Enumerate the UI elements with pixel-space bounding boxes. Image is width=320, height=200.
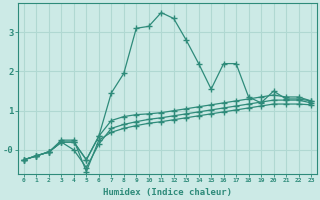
X-axis label: Humidex (Indice chaleur): Humidex (Indice chaleur) — [103, 188, 232, 197]
